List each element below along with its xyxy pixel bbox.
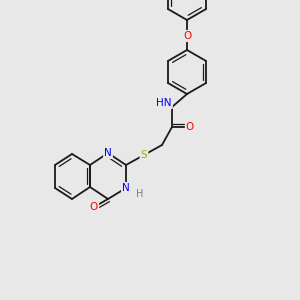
Text: O: O: [186, 122, 194, 132]
Text: H: H: [136, 189, 144, 199]
Text: N: N: [122, 183, 130, 193]
Text: O: O: [183, 31, 191, 41]
Text: N: N: [104, 148, 112, 158]
Text: S: S: [141, 150, 147, 160]
Text: HN: HN: [156, 98, 172, 108]
Text: O: O: [90, 202, 98, 212]
